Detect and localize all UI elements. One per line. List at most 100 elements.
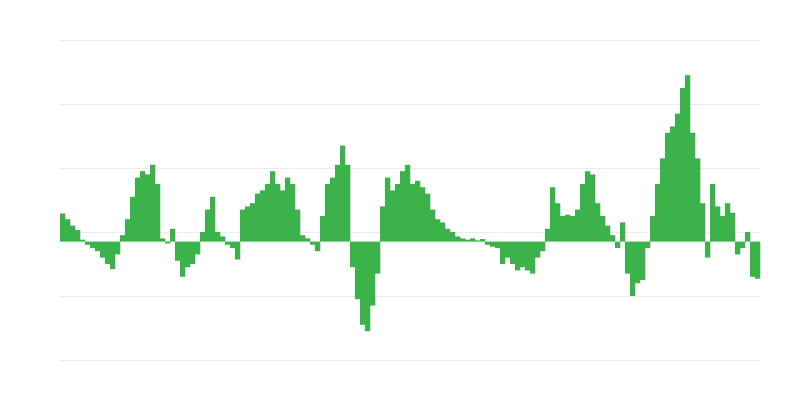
bar	[630, 241, 636, 296]
bar	[345, 164, 351, 242]
bar	[540, 241, 546, 252]
bar	[130, 196, 136, 242]
bar	[165, 241, 171, 244]
bar	[390, 190, 396, 242]
bar	[580, 184, 586, 242]
bar	[350, 241, 356, 268]
bar	[585, 171, 591, 242]
bar	[360, 241, 366, 325]
bar	[560, 216, 566, 242]
bar	[655, 184, 661, 242]
bar	[365, 241, 371, 332]
bar	[705, 241, 711, 258]
bar	[700, 203, 706, 242]
bar	[740, 241, 746, 248]
bar	[635, 241, 641, 284]
bar	[75, 230, 81, 242]
bar	[125, 219, 131, 242]
bar	[210, 196, 216, 242]
bar	[545, 228, 551, 242]
bar	[730, 212, 736, 242]
bar	[685, 75, 691, 242]
bar	[100, 241, 106, 258]
bar	[665, 132, 671, 242]
bar	[505, 241, 511, 258]
bar	[110, 241, 116, 270]
bar	[615, 241, 621, 248]
bar	[275, 184, 281, 242]
bar	[605, 225, 611, 242]
bar	[645, 241, 651, 248]
bar	[245, 206, 251, 242]
bar	[330, 177, 336, 242]
bar	[550, 187, 556, 242]
bar	[480, 239, 486, 242]
bar	[485, 241, 491, 245]
bar	[575, 209, 581, 242]
bar	[690, 132, 696, 242]
bar	[490, 241, 496, 247]
bar	[185, 241, 191, 268]
bar	[380, 206, 386, 242]
bar	[640, 241, 646, 280]
bar	[190, 241, 196, 264]
bar	[745, 232, 751, 242]
bar	[375, 241, 381, 274]
bar	[405, 164, 411, 242]
bar	[115, 241, 121, 255]
bar	[465, 239, 471, 242]
bar	[230, 241, 236, 248]
bar	[120, 235, 126, 242]
bar	[300, 235, 306, 242]
bar	[135, 177, 141, 242]
bar	[435, 219, 441, 242]
bar	[65, 219, 71, 242]
bar	[220, 236, 226, 242]
bar	[250, 203, 256, 242]
bar	[670, 126, 676, 242]
bar	[515, 241, 521, 271]
bar	[285, 177, 291, 242]
bar	[425, 193, 431, 242]
bar	[415, 180, 421, 242]
bar	[695, 158, 701, 242]
bar	[420, 187, 426, 242]
bar	[440, 222, 446, 242]
bar	[450, 232, 456, 242]
bar	[750, 241, 756, 277]
bar	[255, 193, 261, 242]
bar	[475, 240, 481, 242]
bar	[555, 203, 561, 242]
bar	[500, 241, 506, 264]
bar	[70, 225, 76, 242]
bar	[445, 228, 451, 242]
bar	[180, 241, 186, 277]
bar	[520, 241, 526, 268]
bar	[400, 171, 406, 242]
bar	[160, 238, 166, 242]
bar	[600, 216, 606, 242]
bar	[595, 203, 601, 242]
bar	[95, 241, 101, 252]
bar	[535, 241, 541, 258]
bar	[590, 174, 596, 242]
bar	[755, 241, 761, 279]
bar	[335, 164, 341, 242]
bar	[280, 190, 286, 242]
bar	[240, 209, 246, 242]
bar	[650, 216, 656, 242]
bar	[85, 241, 91, 245]
bar	[155, 184, 161, 242]
bar	[735, 241, 741, 255]
bar	[495, 241, 501, 248]
bar	[530, 241, 536, 274]
bar	[720, 216, 726, 242]
bar	[145, 174, 151, 242]
bar	[215, 232, 221, 242]
bar	[60, 213, 66, 242]
bar	[680, 88, 686, 242]
bar	[340, 145, 346, 242]
bar	[270, 171, 276, 242]
bar	[710, 184, 716, 242]
